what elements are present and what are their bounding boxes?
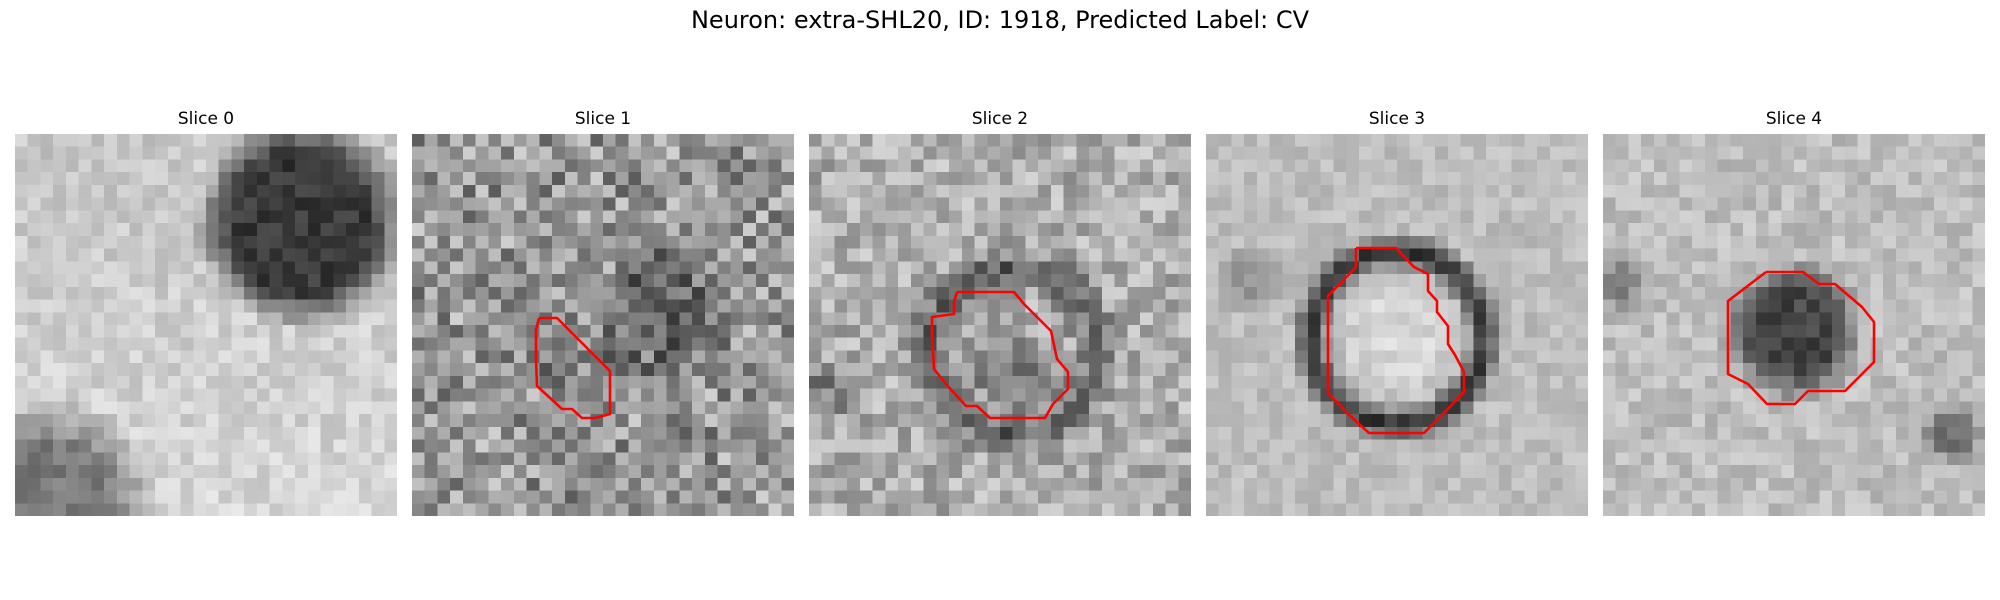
slice-panel-0: Slice 0 (15, 108, 397, 516)
slice-image (1206, 134, 1588, 516)
slice-panel-4: Slice 4 (1603, 108, 1985, 516)
slice-image (15, 134, 397, 516)
slice-image (809, 134, 1191, 516)
microscopy-image (1206, 134, 1588, 516)
microscopy-image (412, 134, 794, 516)
slice-panel-1: Slice 1 (412, 108, 794, 516)
slice-image (412, 134, 794, 516)
slice-panel-2: Slice 2 (809, 108, 1191, 516)
roi-outline (930, 290, 1070, 420)
figure-title: Neuron: extra-SHL20, ID: 1918, Predicted… (690, 6, 1310, 34)
slice-title: Slice 1 (574, 109, 632, 129)
roi-outline (1326, 246, 1466, 435)
roi-outline (1726, 270, 1876, 406)
slice-panel-3: Slice 3 (1206, 108, 1588, 516)
slice-title: Slice 4 (1765, 109, 1823, 129)
microscopy-image (809, 134, 1191, 516)
microscopy-image (1603, 134, 1985, 516)
roi-outline (534, 316, 612, 420)
slice-title: Slice 3 (1368, 109, 1426, 129)
microscopy-image (15, 134, 397, 516)
slice-title: Slice 0 (177, 109, 235, 129)
slice-title: Slice 2 (971, 109, 1029, 129)
slice-image (1603, 134, 1985, 516)
